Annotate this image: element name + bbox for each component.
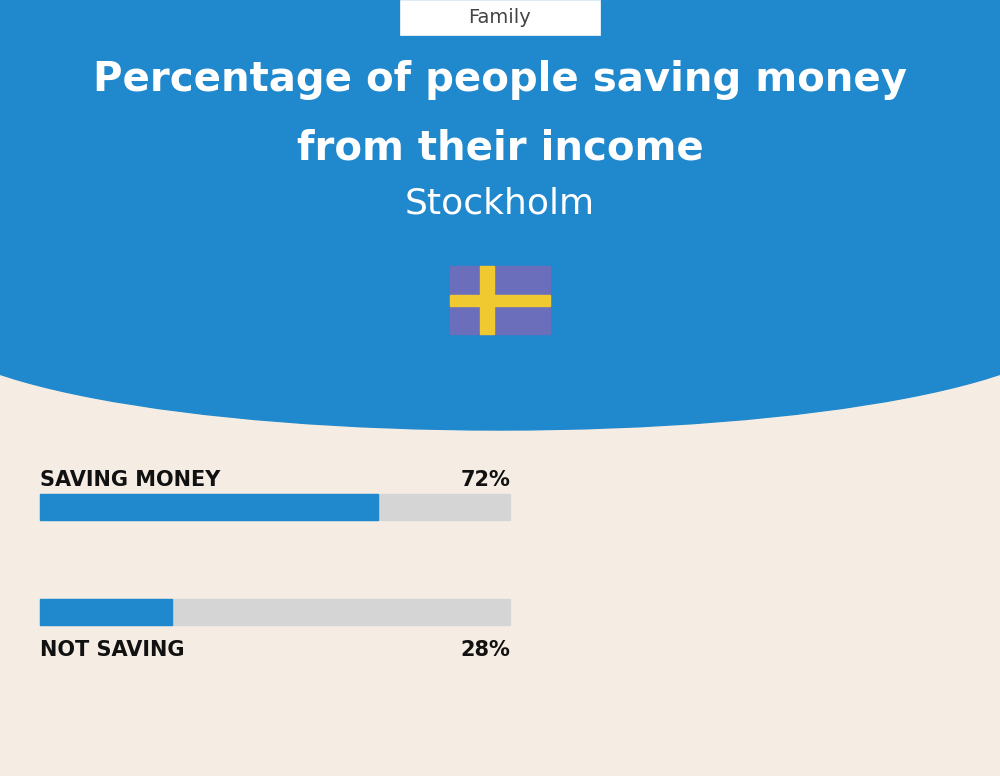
Text: 28%: 28% [460,640,510,660]
Text: NOT SAVING: NOT SAVING [40,640,184,660]
Ellipse shape [0,210,1000,430]
Bar [450,295,550,306]
Bar [450,266,550,334]
Bar [400,0,600,35]
Bar [40,494,378,520]
Bar [0,0,1000,320]
Bar [480,266,494,334]
Text: Stockholm: Stockholm [405,186,595,220]
Bar [40,599,510,625]
Text: from their income: from their income [297,128,703,168]
Text: 72%: 72% [460,470,510,490]
Bar [40,494,510,520]
Text: Percentage of people saving money: Percentage of people saving money [93,60,907,100]
Bar [40,599,172,625]
Text: Family: Family [469,8,531,27]
Text: SAVING MONEY: SAVING MONEY [40,470,220,490]
